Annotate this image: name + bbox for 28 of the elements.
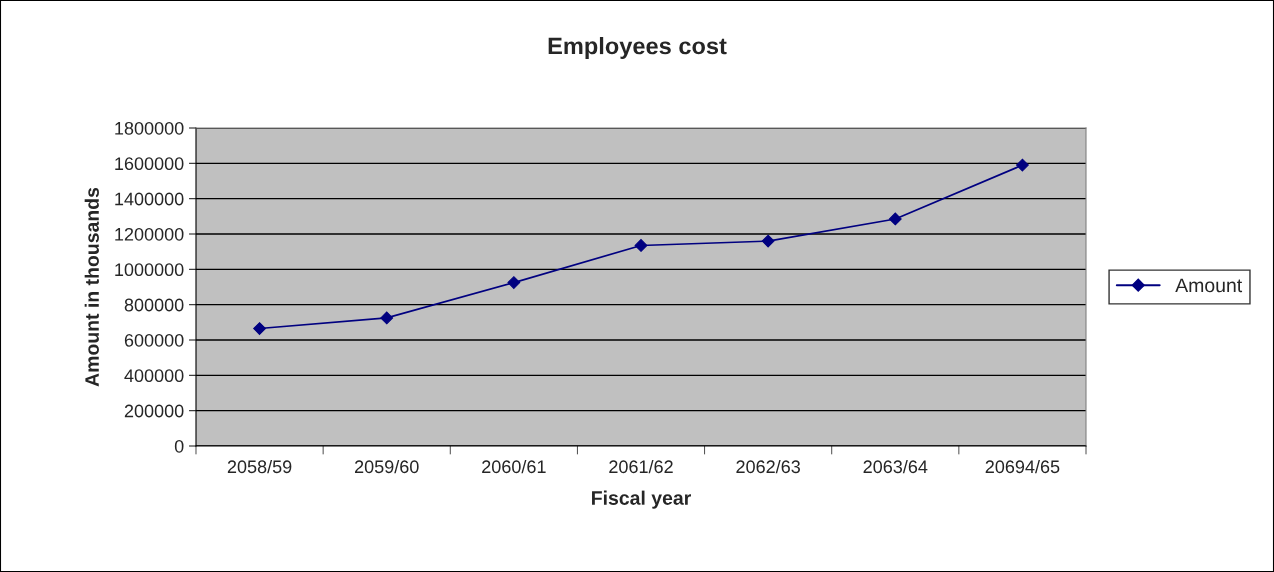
point [761,234,775,248]
x-tick-label: 20694/65 [985,459,1060,474]
point [634,239,648,252]
y-tick-label: 1800000 [115,121,184,135]
chart-title: Employees cost [548,37,727,60]
x-tick-label: 2059/60 [354,459,419,474]
y-tick-label: 0 [174,439,184,453]
y-tick-label: 800000 [124,298,184,312]
point [1016,158,1029,172]
y-tick-label: 200000 [124,404,184,418]
x-tick-label: 2063/64 [863,459,928,474]
y-axis-title: Amount in thousands [84,187,99,387]
point [253,322,266,335]
point [507,276,521,289]
x-tick-label: 2061/62 [609,459,673,474]
y-tick-label: 600000 [124,333,184,347]
x-tick-label: 2062/63 [736,459,800,474]
x-tick-label: 2058/59 [227,459,292,474]
point [888,212,902,226]
y-tick-label: 400000 [124,369,184,383]
y-tick-label: 1000000 [115,263,184,277]
x-axis-title: Fiscal year [592,490,691,509]
y-tick-label: 1200000 [115,227,184,241]
y-tick-label: 1400000 [115,192,184,206]
y-tick-label: 1600000 [115,157,184,171]
legend-label: Amount [1175,278,1243,293]
x-tick-label: 2060/61 [482,459,546,474]
point [380,311,394,325]
